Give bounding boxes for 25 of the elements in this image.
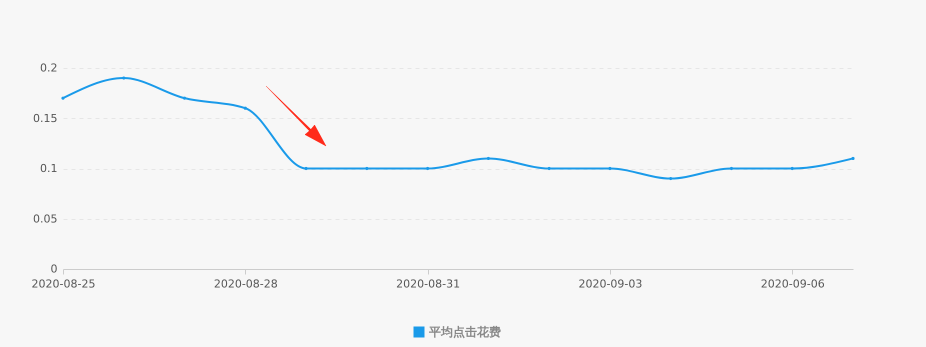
- y-tick-label: 0.05: [33, 212, 58, 226]
- point: [851, 156, 855, 160]
- point: [182, 96, 186, 100]
- x-tick-label: 2020-09-03: [578, 278, 642, 290]
- y-tick-label: 0.15: [33, 112, 58, 125]
- point: [790, 166, 794, 170]
- point: [122, 76, 126, 80]
- legend-label: 平均点击花费: [428, 325, 501, 339]
- point: [730, 166, 734, 170]
- point: [548, 166, 551, 170]
- x-tick-label: 2020-08-25: [32, 278, 96, 290]
- point: [486, 156, 490, 160]
- y-tick-label: 0.1: [40, 162, 58, 175]
- point: [426, 166, 430, 170]
- point: [304, 166, 308, 170]
- point: [608, 166, 612, 170]
- y-tick-label: 0: [50, 262, 58, 276]
- y-tick-label: 0.2: [40, 62, 58, 74]
- line-series: [61, 76, 855, 180]
- point: [244, 106, 247, 110]
- x-tick-label: 2020-08-28: [214, 278, 278, 290]
- point: [61, 96, 65, 100]
- point: [365, 166, 368, 170]
- x-tick-label: 2020-08-31: [396, 278, 460, 290]
- x-tick-label: 2020-09-06: [760, 278, 825, 290]
